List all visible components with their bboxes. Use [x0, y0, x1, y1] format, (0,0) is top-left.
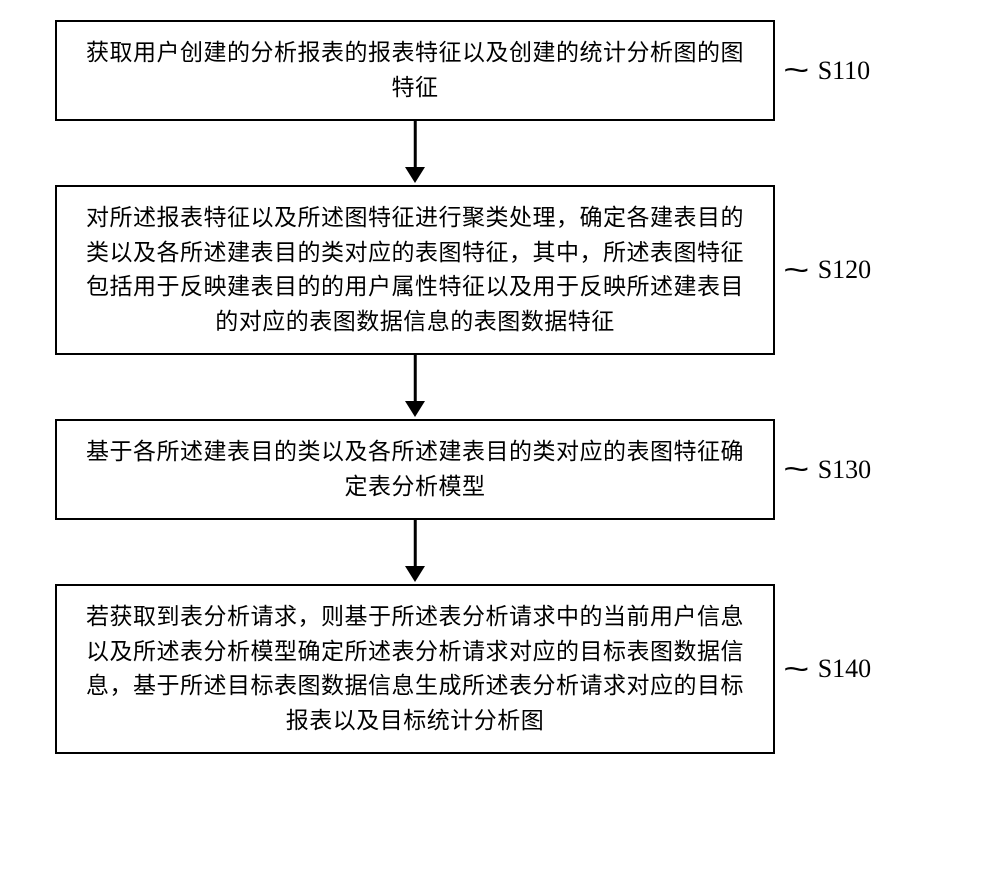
flowchart-container: 获取用户创建的分析报表的报表特征以及创建的统计分析图的图特征 ~ S110 对所…: [55, 20, 945, 754]
arrow-down-icon: [55, 520, 775, 584]
step-box-s120: 对所述报表特征以及所述图特征进行聚类处理，确定各建表目的类以及各所述建表目的类对…: [55, 185, 775, 355]
tilde-icon: ~: [783, 651, 809, 688]
step-row-s120: 对所述报表特征以及所述图特征进行聚类处理，确定各建表目的类以及各所述建表目的类对…: [55, 185, 945, 355]
step-label: S140: [818, 654, 871, 684]
step-connector: ~ S120: [787, 252, 871, 289]
step-label: S110: [818, 56, 871, 86]
step-label: S130: [818, 455, 871, 485]
step-box-s110: 获取用户创建的分析报表的报表特征以及创建的统计分析图的图特征: [55, 20, 775, 121]
step-box-s130: 基于各所述建表目的类以及各所述建表目的类对应的表图特征确定表分析模型: [55, 419, 775, 520]
step-row-s140: 若获取到表分析请求，则基于所述表分析请求中的当前用户信息以及所述表分析模型确定所…: [55, 584, 945, 754]
step-box-s140: 若获取到表分析请求，则基于所述表分析请求中的当前用户信息以及所述表分析模型确定所…: [55, 584, 775, 754]
tilde-icon: ~: [783, 252, 809, 289]
step-connector: ~ S130: [787, 451, 871, 488]
step-row-s110: 获取用户创建的分析报表的报表特征以及创建的统计分析图的图特征 ~ S110: [55, 20, 945, 121]
step-text: 获取用户创建的分析报表的报表特征以及创建的统计分析图的图特征: [86, 40, 744, 100]
step-text: 若获取到表分析请求，则基于所述表分析请求中的当前用户信息以及所述表分析模型确定所…: [86, 604, 744, 733]
step-label: S120: [818, 255, 871, 285]
arrow-down-icon: [55, 121, 775, 185]
tilde-icon: ~: [783, 52, 809, 89]
step-text: 对所述报表特征以及所述图特征进行聚类处理，确定各建表目的类以及各所述建表目的类对…: [86, 205, 744, 334]
step-connector: ~ S110: [787, 52, 870, 89]
step-text: 基于各所述建表目的类以及各所述建表目的类对应的表图特征确定表分析模型: [86, 439, 744, 499]
step-row-s130: 基于各所述建表目的类以及各所述建表目的类对应的表图特征确定表分析模型 ~ S13…: [55, 419, 945, 520]
tilde-icon: ~: [783, 451, 809, 488]
arrow-down-icon: [55, 355, 775, 419]
step-connector: ~ S140: [787, 651, 871, 688]
